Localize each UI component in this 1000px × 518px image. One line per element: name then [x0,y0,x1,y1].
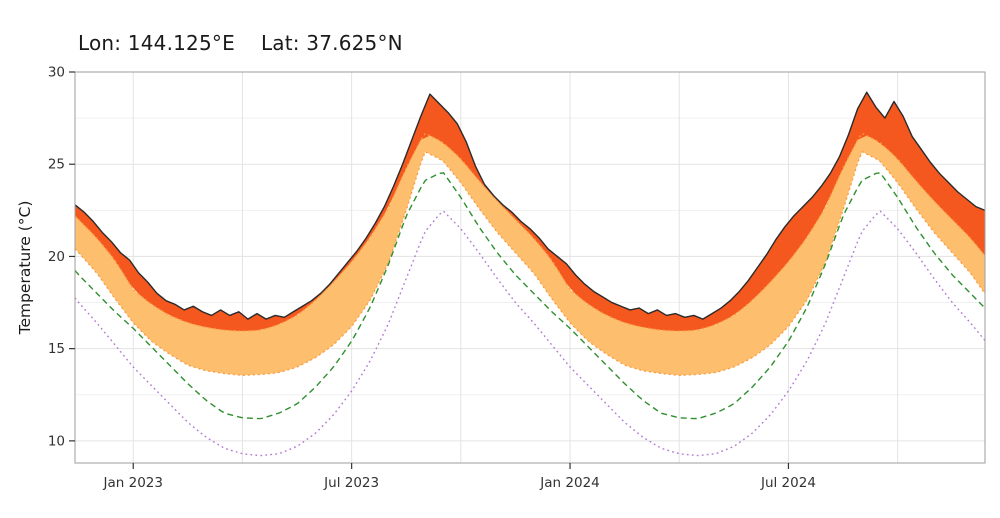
observed-temperature-line [75,91,985,320]
x-tick-label: Jul 2024 [760,475,816,491]
chart-title: Lon: 144.125°E Lat: 37.625°N [78,31,403,55]
y-tick-label: 30 [48,65,65,81]
y-tick-label: 25 [48,157,65,173]
y-tick-label: 20 [48,249,65,265]
plot-layers [75,91,985,457]
heatwave-fill [75,92,985,331]
chart-title-lon: Lon: 144.125°E [78,31,235,55]
chart-title-lat: Lat: 37.625°N [260,31,403,55]
y-tick-label: 15 [48,341,65,357]
panel-border [74,71,986,464]
y-axis-label: Temperature (°C) [16,201,34,336]
axis-labels: 10 15 20 25 30 Jan 2023 Jul 2023 Jan 2024 Jul 20… [48,65,816,492]
x-tick-label: Jan 2023 [103,475,163,491]
lower-percentile-line [75,210,985,457]
x-tick-label: Jul 2023 [323,475,379,491]
x-tick-label: Jan 2024 [539,475,599,491]
y-tick-label: 10 [48,433,65,449]
climatology-band [75,133,985,376]
threshold-upper-line [75,132,985,332]
